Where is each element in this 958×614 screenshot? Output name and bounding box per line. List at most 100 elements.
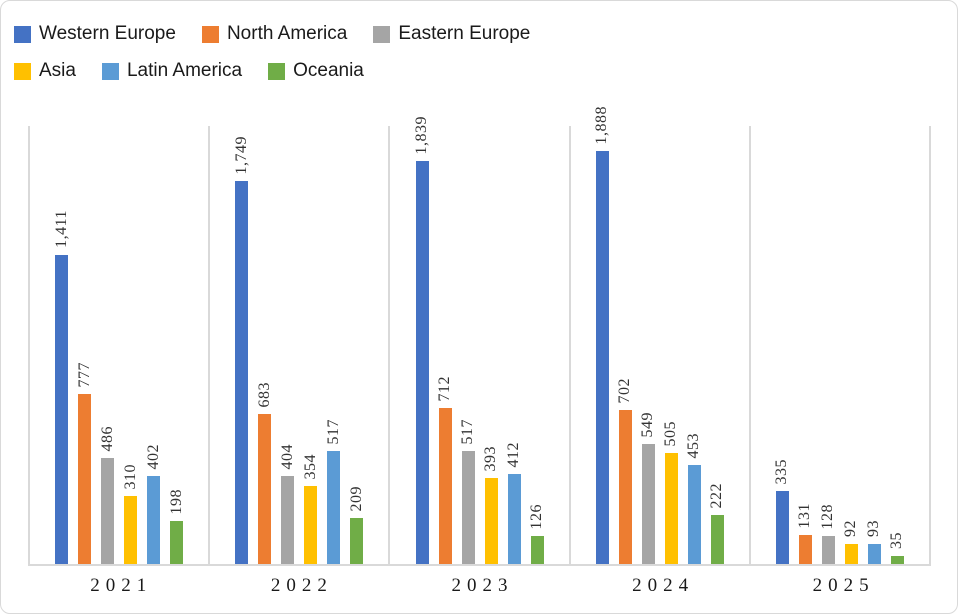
bar-group-slot: 354	[301, 126, 319, 564]
bar-western-europe-2024	[595, 151, 609, 564]
x-axis-label-2022: 2022	[270, 575, 333, 596]
data-label-north-america-2025: 131	[796, 502, 814, 529]
bar-latin-america-2021	[147, 476, 161, 564]
bar-eastern-europe-2022	[281, 476, 295, 564]
data-label-latin-america-2023: 412	[505, 441, 522, 468]
data-label-eastern-europe-2025: 128	[819, 503, 837, 530]
bar-group-slot: 702	[616, 126, 634, 564]
data-label-north-america-2024: 702	[616, 377, 634, 404]
data-label-oceania-2023: 126	[528, 503, 545, 530]
bar-group-slot: 222	[708, 126, 726, 564]
bar-group-slot: 517	[324, 126, 342, 564]
data-label-north-america-2022: 683	[255, 381, 273, 408]
legend-swatch-asia	[14, 62, 31, 80]
bar-group-slot: 1,839	[413, 116, 430, 564]
legend-row-1: Western Europe North America Eastern Eur…	[14, 23, 530, 45]
data-label-western-europe-2025: 335	[773, 458, 791, 485]
data-label-oceania-2022: 209	[347, 485, 365, 512]
chart-legend: Western Europe North America Eastern Eur…	[14, 23, 530, 97]
bar-group-slot: 505	[662, 126, 680, 564]
data-label-western-europe-2021: 1,411	[52, 210, 70, 248]
data-label-latin-america-2025: 93	[865, 520, 883, 537]
bar-group-slot: 1,749	[233, 126, 250, 564]
bar-group-slot: 712	[436, 126, 453, 564]
bar-oceania-2024	[710, 515, 724, 564]
bar-oceania-2023	[530, 536, 544, 564]
bar-group-slot: 335	[773, 126, 791, 564]
legend-swatch-latin-america	[101, 62, 119, 80]
year-panel-2024: 1,888 702 549 505 453 222	[568, 106, 749, 564]
bar-asia-2025	[844, 544, 858, 564]
bar-latin-america-2024	[687, 465, 701, 564]
bar-north-america-2023	[438, 408, 452, 564]
data-label-oceania-2024: 222	[708, 482, 726, 509]
legend-label: Eastern Europe	[398, 23, 531, 44]
bar-group-slot: 777	[76, 126, 93, 564]
x-axis-label-2021: 2021	[90, 575, 153, 596]
bar-oceania-2021	[170, 521, 184, 564]
legend-item-oceania: Oceania	[268, 60, 364, 82]
data-label-eastern-europe-2021: 486	[98, 425, 116, 452]
data-label-western-europe-2023: 1,839	[413, 115, 430, 155]
bar-group-slot: 683	[255, 126, 273, 564]
bar-oceania-2025	[890, 556, 904, 564]
data-label-latin-america-2022: 517	[324, 418, 342, 445]
bar-western-europe-2022	[235, 181, 249, 564]
bar-oceania-2022	[350, 518, 364, 564]
year-panel-2021: 1,411 777 486 310 402 198	[28, 126, 208, 564]
x-axis-label-2025: 2025	[812, 575, 875, 596]
legend-label: North America	[226, 23, 348, 44]
bar-eastern-europe-2024	[641, 444, 655, 564]
bar-group-slot: 209	[347, 126, 365, 564]
bar-group-slot: 131	[796, 126, 814, 564]
data-label-latin-america-2021: 402	[144, 443, 162, 470]
bar-group-slot: 93	[865, 126, 883, 564]
bar-western-europe-2021	[55, 255, 69, 564]
bar-group-slot: 126	[528, 126, 545, 564]
bar-latin-america-2023	[507, 474, 521, 564]
bar-group-slot: 310	[121, 126, 139, 564]
bar-group-slot: 1,888	[593, 106, 610, 564]
data-label-eastern-europe-2023: 517	[459, 418, 476, 445]
data-label-asia-2025: 92	[842, 520, 860, 537]
bar-asia-2021	[124, 496, 138, 564]
data-label-asia-2023: 393	[482, 445, 499, 472]
bar-group-slot: 35	[888, 126, 905, 564]
x-axis-labels: 2021 2022 2023 2024 2025	[28, 575, 931, 597]
bar-group-slot: 486	[98, 126, 116, 564]
legend-label: Latin America	[126, 60, 243, 81]
bar-group-slot: 549	[639, 126, 656, 564]
legend-swatch-north-america	[201, 25, 219, 43]
bar-eastern-europe-2025	[821, 536, 835, 564]
legend-label: Oceania	[293, 60, 364, 81]
data-label-asia-2021: 310	[121, 463, 139, 490]
data-label-asia-2022: 354	[301, 453, 319, 480]
legend-swatch-eastern-europe	[373, 25, 391, 43]
legend-item-north-america: North America	[201, 23, 348, 45]
bar-asia-2023	[484, 478, 498, 564]
legend-swatch-oceania	[268, 62, 286, 80]
data-label-north-america-2023: 712	[436, 375, 453, 402]
bar-western-europe-2025	[775, 491, 789, 564]
bar-eastern-europe-2021	[101, 458, 115, 564]
bar-latin-america-2022	[327, 451, 341, 564]
bar-north-america-2022	[258, 414, 272, 564]
bar-group-slot: 404	[278, 126, 296, 564]
data-label-latin-america-2024: 453	[685, 432, 703, 459]
bar-north-america-2021	[78, 394, 92, 564]
x-axis-label-2023: 2023	[451, 575, 514, 596]
legend-item-latin-america: Latin America	[101, 60, 243, 82]
data-label-asia-2024: 505	[662, 420, 680, 447]
legend-item-eastern-europe: Eastern Europe	[373, 23, 530, 45]
legend-swatch-western-europe	[14, 25, 31, 43]
data-label-eastern-europe-2022: 404	[278, 443, 296, 470]
bar-group-slot: 453	[685, 126, 703, 564]
bar-north-america-2025	[798, 535, 812, 564]
legend-item-western-europe: Western Europe	[14, 23, 176, 45]
bar-asia-2024	[664, 453, 678, 564]
bar-group-slot: 198	[168, 126, 185, 564]
bar-group-slot: 412	[505, 126, 522, 564]
legend-label: Western Europe	[39, 23, 176, 44]
year-panel-2025: 335 131 128 92 93 35	[748, 126, 932, 564]
